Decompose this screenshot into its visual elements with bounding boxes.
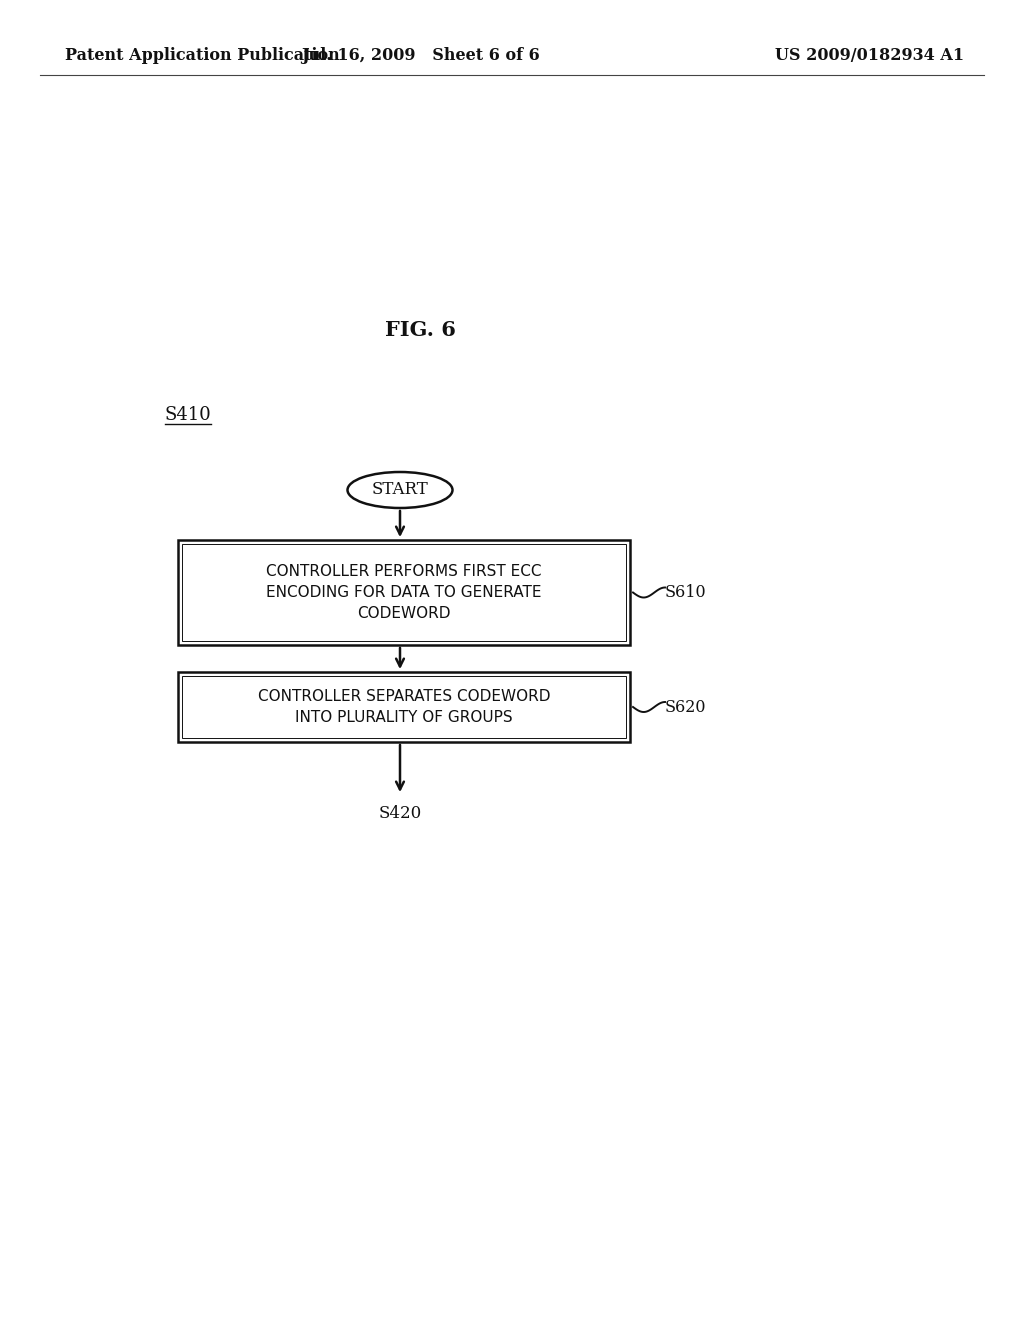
Ellipse shape <box>347 473 453 508</box>
Text: CONTROLLER PERFORMS FIRST ECC
ENCODING FOR DATA TO GENERATE
CODEWORD: CONTROLLER PERFORMS FIRST ECC ENCODING F… <box>266 564 542 620</box>
Text: S410: S410 <box>165 407 212 424</box>
Text: S420: S420 <box>379 805 422 822</box>
Text: Patent Application Publication: Patent Application Publication <box>65 46 340 63</box>
FancyBboxPatch shape <box>182 544 626 642</box>
Text: US 2009/0182934 A1: US 2009/0182934 A1 <box>775 46 965 63</box>
FancyBboxPatch shape <box>178 540 630 645</box>
Text: FIG. 6: FIG. 6 <box>385 319 456 341</box>
Text: S610: S610 <box>665 583 707 601</box>
Text: Jul. 16, 2009   Sheet 6 of 6: Jul. 16, 2009 Sheet 6 of 6 <box>301 46 540 63</box>
Text: CONTROLLER SEPARATES CODEWORD
INTO PLURALITY OF GROUPS: CONTROLLER SEPARATES CODEWORD INTO PLURA… <box>258 689 550 725</box>
FancyBboxPatch shape <box>182 676 626 738</box>
FancyBboxPatch shape <box>178 672 630 742</box>
Text: START: START <box>372 482 428 499</box>
Text: S620: S620 <box>665 698 707 715</box>
